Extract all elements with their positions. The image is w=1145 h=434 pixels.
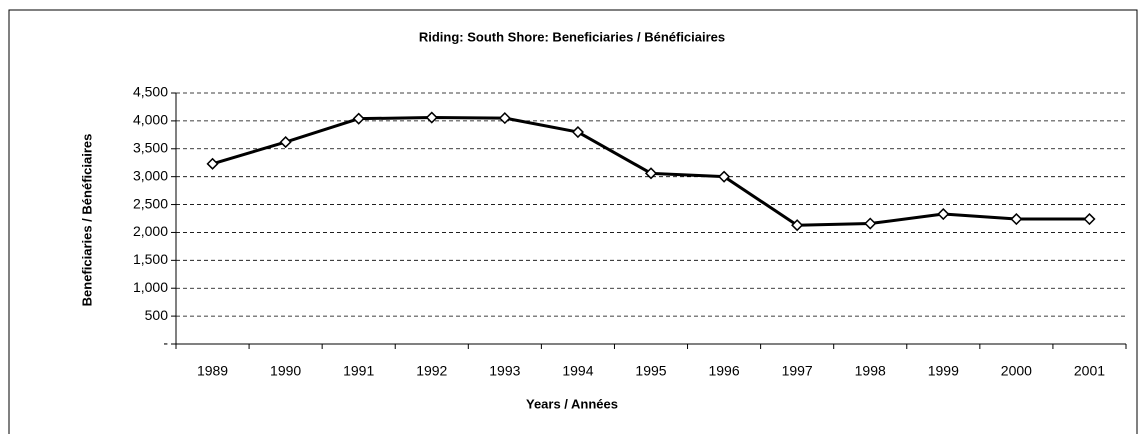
x-tick-label: 1993 [489, 363, 520, 379]
marker [937, 207, 950, 221]
x-axis-label: Years / Années [526, 396, 618, 411]
y-tick-label: 2,000 [133, 223, 168, 239]
x-tick-label: 2000 [1001, 363, 1032, 379]
marker [498, 112, 511, 125]
x-tick-label: 1991 [343, 363, 374, 379]
y-tick-label: 1,000 [133, 279, 168, 295]
y-tick-label: - [163, 335, 168, 351]
marker [864, 217, 877, 230]
x-tick-label: 1995 [635, 363, 666, 379]
marker [279, 136, 292, 149]
x-tick-label: 1990 [270, 363, 301, 379]
x-tick-label: 1996 [708, 363, 739, 379]
x-tick-label: 1989 [197, 363, 228, 379]
marker [206, 157, 219, 170]
x-tick-label: 1998 [855, 363, 886, 379]
chart-border [8, 9, 1138, 434]
x-tick-label: 1992 [416, 363, 447, 379]
marker [718, 170, 731, 183]
marker [791, 219, 804, 232]
y-tick-label: 1,500 [133, 251, 168, 267]
x-tick-label: 1999 [928, 363, 959, 379]
x-tick-label: 2001 [1074, 363, 1105, 379]
y-tick-label: 4,500 [133, 84, 168, 100]
marker [644, 167, 658, 180]
y-tick-label: 500 [145, 307, 169, 323]
y-axis-label: Beneficiaries / Bénéficiaires [79, 134, 94, 307]
marker [425, 111, 438, 124]
y-tick-label: 3,000 [133, 167, 168, 183]
marker [1083, 212, 1096, 226]
marker [352, 112, 365, 125]
y-tick-label: 3,500 [133, 139, 168, 155]
x-tick-label: 1997 [782, 363, 813, 379]
marker [571, 125, 584, 139]
marker [1010, 212, 1023, 226]
x-tick-label: 1994 [562, 363, 593, 379]
y-tick-label: 2,500 [133, 195, 168, 211]
y-tick-label: 4,000 [133, 112, 168, 128]
chart-title: Riding: South Shore: Beneficiaries / Bén… [419, 29, 725, 44]
